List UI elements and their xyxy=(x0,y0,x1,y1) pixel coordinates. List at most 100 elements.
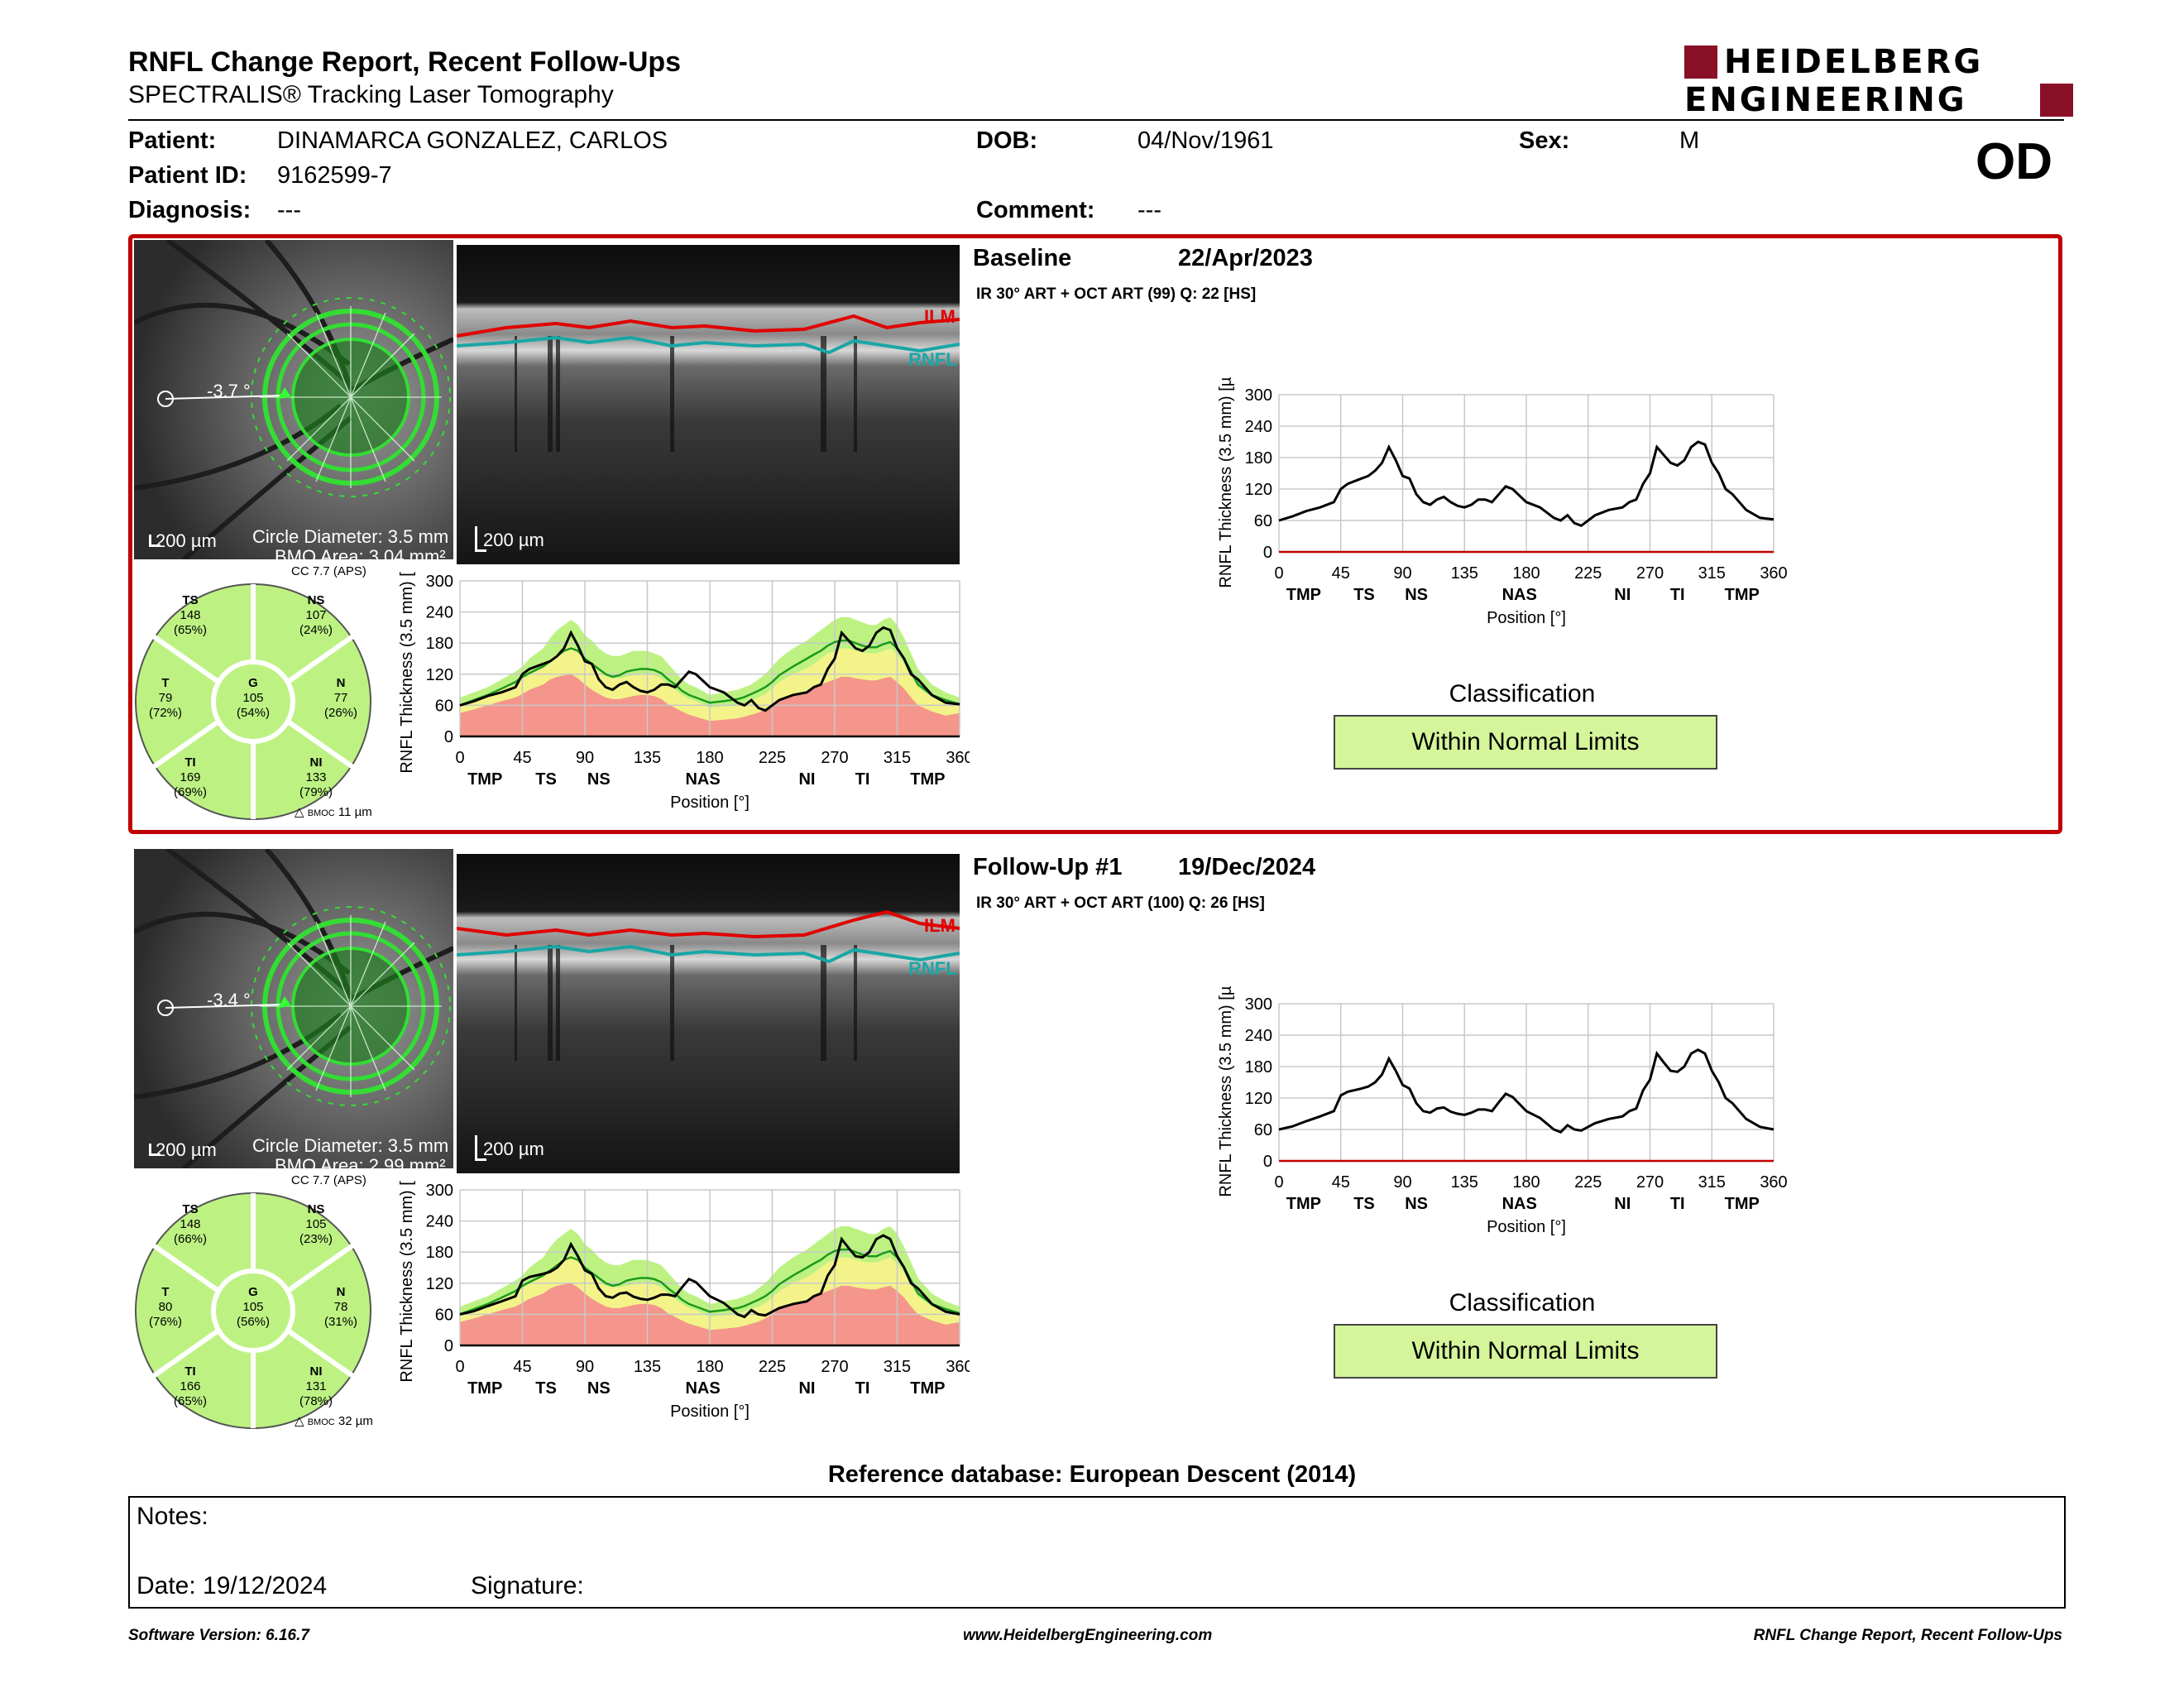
bmoc-label: BMOC xyxy=(307,1417,335,1427)
sector-value: 133 xyxy=(305,770,327,784)
x-tick-label: 270 xyxy=(1636,1173,1664,1192)
dob-label: DOB: xyxy=(976,127,1038,154)
notes-date: Date: 19/12/2024 xyxy=(136,1572,328,1599)
circle-diameter: Circle Diameter: 3.5 mm xyxy=(252,1135,449,1156)
x-tick-label: 315 xyxy=(884,1358,911,1376)
eye-indicator: OD xyxy=(1976,133,2052,190)
oct-scale: 200 µm xyxy=(483,1139,544,1159)
sector-label: TI xyxy=(184,755,196,770)
classification-label: Classification xyxy=(1449,1289,1596,1316)
sector-pct: (65%) xyxy=(173,623,207,637)
sector-axis-label: TMP xyxy=(910,1379,945,1398)
sector-ti: TI 169 (69%) xyxy=(157,755,223,800)
classification-result: Within Normal Limits xyxy=(1334,1324,1717,1379)
sector-pct: (76%) xyxy=(148,1315,182,1329)
y-tick-label: 0 xyxy=(1263,1153,1272,1171)
sector-axis-label: NI xyxy=(798,1379,815,1398)
sector-axis-label: TI xyxy=(855,770,870,789)
x-tick-label: 90 xyxy=(1393,1173,1411,1192)
x-tick-label: 270 xyxy=(821,749,848,767)
sector-axis-label: NI xyxy=(798,770,815,789)
sex-value: M xyxy=(1679,127,1700,154)
y-tick-label: 0 xyxy=(444,728,453,746)
x-tick-label: 45 xyxy=(1332,564,1350,583)
fundus-drawing xyxy=(134,240,453,559)
sector-axis-label: TMP xyxy=(1725,1195,1760,1213)
fundus-angle: -3.4 ° xyxy=(207,990,251,1010)
sector-value: 77 xyxy=(333,691,348,705)
bmoc-row: △ BMOC 32 µm xyxy=(295,1413,373,1428)
x-tick-label: 45 xyxy=(1332,1173,1350,1192)
x-tick-label: 315 xyxy=(1698,564,1726,583)
sector-label: NI xyxy=(309,1364,323,1379)
ir-fundus-image xyxy=(134,849,453,1168)
heidelberg-logo: HEIDELBERG ENGINEERING xyxy=(1684,45,2073,119)
x-tick-label: 135 xyxy=(1451,1173,1478,1192)
diagnosis-value: --- xyxy=(277,197,301,223)
notes-box: Notes: Date: 19/12/2024 Signature: xyxy=(128,1496,2066,1609)
y-tick-label: 300 xyxy=(1245,386,1272,405)
sector-pct: (24%) xyxy=(299,623,333,637)
y-tick-label: 180 xyxy=(426,1244,453,1262)
sector-value: 105 xyxy=(305,1217,327,1231)
y-tick-label: 240 xyxy=(426,1213,453,1231)
bmoc-label: BMOC xyxy=(307,808,335,818)
sector-chart xyxy=(135,1192,371,1429)
sector-chart xyxy=(135,583,371,820)
sector-pct: (26%) xyxy=(323,706,357,720)
patient-label: Patient: xyxy=(128,127,217,154)
delta-icon: △ xyxy=(295,805,304,819)
oct-bscan-image xyxy=(457,245,960,564)
sector-axis-label: NS xyxy=(1405,586,1428,604)
y-tick-label: 180 xyxy=(1245,449,1272,468)
normative-mean-line xyxy=(459,639,960,707)
rnfl-series-line xyxy=(459,1234,960,1319)
sector-axis-label: TMP xyxy=(910,770,945,789)
sector-values: TS 148 (65%) NS 107 (24%) T 79 (72%) G 105 (54%) N 77… xyxy=(132,581,374,822)
sector-pct: (66%) xyxy=(173,1232,207,1246)
rnfl-label: RNFL xyxy=(908,349,957,370)
sector-value: 107 xyxy=(305,608,327,622)
y-tick-label: 60 xyxy=(1254,1121,1272,1139)
report-title: RNFL Change Report, Recent Follow-Ups xyxy=(128,46,682,78)
x-tick-label: 315 xyxy=(884,749,911,767)
sector-axis-label: NI xyxy=(1614,586,1631,604)
sector-axis-label: TMP xyxy=(1725,586,1760,604)
logo-line-2: ENGINEERING xyxy=(1684,81,1967,119)
comment-value: --- xyxy=(1138,197,1161,223)
sector-axis-label: NI xyxy=(1614,1195,1631,1213)
report-subtitle: SPECTRALIS® Tracking Laser Tomography xyxy=(128,81,614,108)
bmoc-value: 32 µm xyxy=(338,1414,373,1428)
y-tick-label: 240 xyxy=(1245,1027,1272,1045)
bmoc-value: 11 µm xyxy=(338,805,372,819)
bmoc-row: △ BMOC 11 µm xyxy=(295,804,372,819)
y-tick-label: 120 xyxy=(426,666,453,684)
sector-label: TS xyxy=(182,1202,199,1216)
sector-pct: (78%) xyxy=(299,1394,333,1408)
fundus-scale: 200 µm xyxy=(156,530,217,551)
sector-axis-label: TMP xyxy=(1286,586,1321,604)
y-axis-label: RNFL Thickness (3.5 mm) [µm] xyxy=(398,571,416,774)
fundus-angle: -3.7 ° xyxy=(207,381,251,401)
patient-id-label: Patient ID: xyxy=(128,162,247,189)
x-tick-label: 45 xyxy=(513,1358,531,1376)
sector-pct: (65%) xyxy=(173,1394,207,1408)
footer-website[interactable]: www.HeidelbergEngineering.com xyxy=(963,1627,1213,1644)
y-axis-label: RNFL Thickness (3.5 mm) [µm] xyxy=(398,1180,416,1383)
sector-ni: NI 131 (78%) xyxy=(283,1364,349,1409)
x-axis-label: Position [°] xyxy=(670,1403,750,1421)
sector-label: T xyxy=(161,676,170,690)
patient-name: DINAMARCA GONZALEZ, CARLOS xyxy=(277,127,668,154)
sector-g: G 105 (54%) xyxy=(220,676,286,721)
sector-value: 148 xyxy=(180,608,201,622)
sector-axis-label: TS xyxy=(1353,1195,1375,1213)
sector-g: G 105 (56%) xyxy=(220,1285,286,1330)
sector-axis-label: TS xyxy=(535,770,557,789)
sex-label: Sex: xyxy=(1519,127,1570,154)
sector-axis-label: NAS xyxy=(1502,1195,1537,1213)
sector-ti: TI 166 (65%) xyxy=(157,1364,223,1409)
rnfl-series-line xyxy=(459,626,960,712)
sector-label: TI xyxy=(184,1364,196,1379)
y-tick-label: 0 xyxy=(444,1337,453,1355)
diagnosis-label: Diagnosis: xyxy=(128,197,251,223)
